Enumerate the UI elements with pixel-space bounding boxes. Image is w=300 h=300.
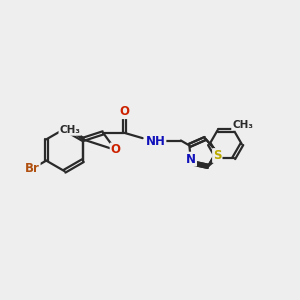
Text: NH: NH xyxy=(146,135,165,148)
Text: Br: Br xyxy=(25,162,40,175)
Text: CH₃: CH₃ xyxy=(59,125,80,135)
Text: S: S xyxy=(213,149,222,162)
Text: N: N xyxy=(186,153,196,166)
Text: O: O xyxy=(111,143,121,157)
Text: CH₃: CH₃ xyxy=(232,120,253,130)
Text: O: O xyxy=(119,105,129,118)
